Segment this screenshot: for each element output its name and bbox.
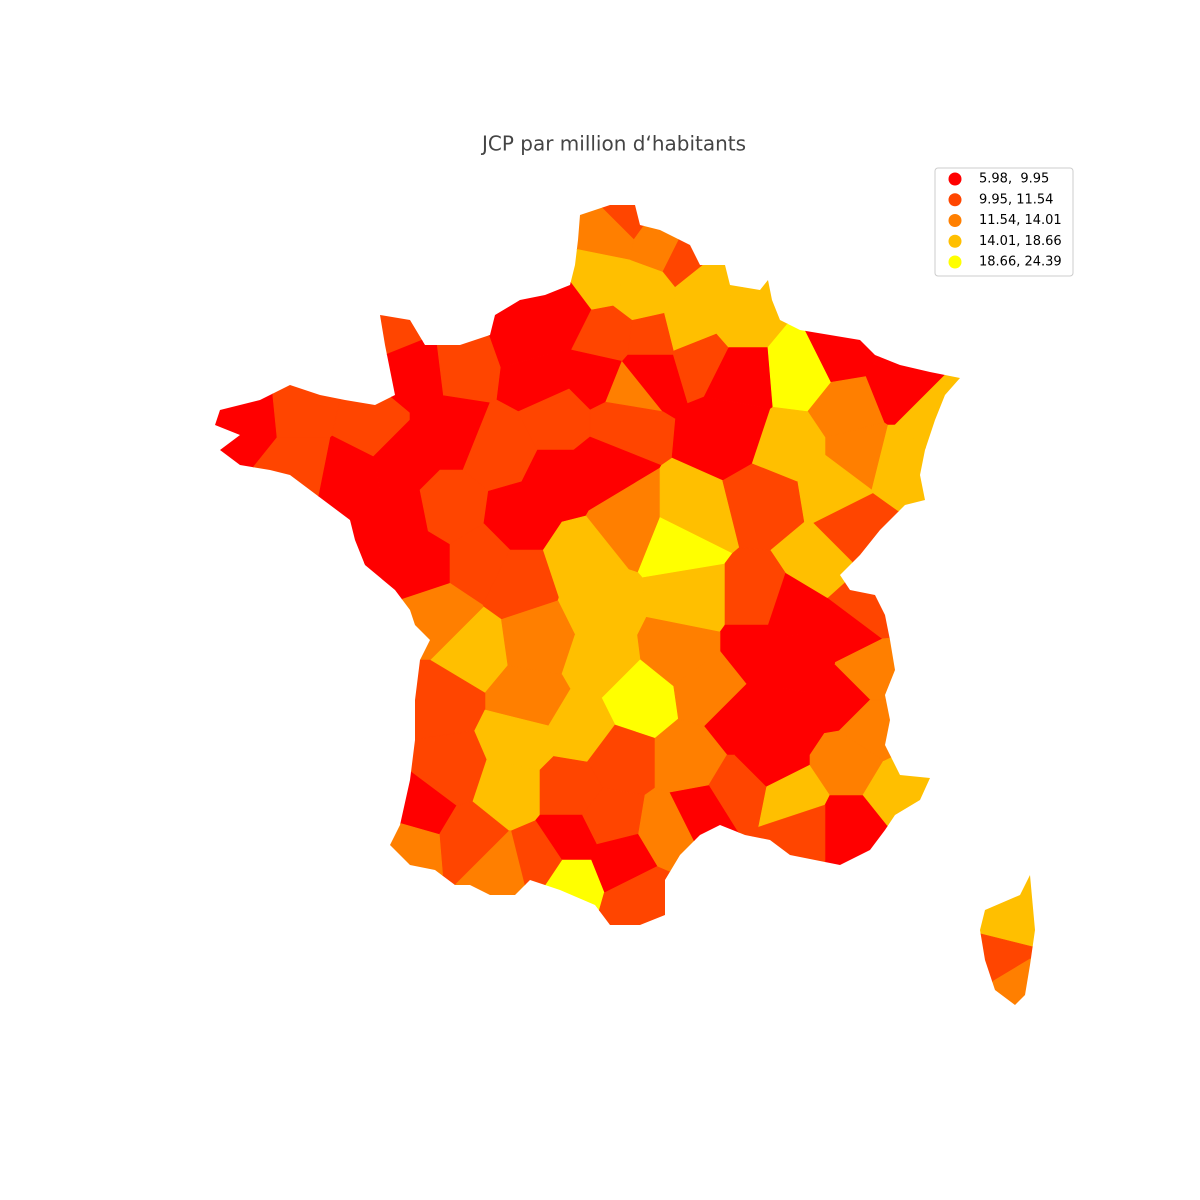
legend-box	[934, 167, 1074, 277]
department	[862, 675, 1035, 878]
department	[662, 205, 848, 288]
legend-label: 18.66, 24.39	[979, 255, 1062, 270]
department	[511, 820, 563, 908]
legend-marker	[948, 172, 962, 186]
legend-marker	[948, 214, 962, 227]
departments	[215, 205, 1035, 1005]
department	[906, 731, 1035, 951]
department	[215, 437, 331, 708]
department	[791, 915, 1035, 1005]
department	[793, 945, 1035, 1005]
legend-label: 9.95, 11.54	[979, 192, 1053, 207]
legend-label: 14.01, 18.66	[979, 234, 1062, 249]
department	[542, 515, 630, 598]
department	[435, 286, 501, 404]
department	[502, 859, 605, 1005]
legend-marker	[948, 234, 962, 248]
legend-label: 11.54, 14.01	[979, 213, 1062, 228]
department	[827, 551, 1035, 640]
department	[654, 718, 728, 793]
department	[450, 205, 635, 261]
department	[674, 205, 865, 311]
department	[824, 794, 930, 1005]
department	[215, 205, 278, 598]
legend: 5.98, 9.95 9.95, 11.54 11.54, 14.01 14.01, …	[934, 167, 1074, 277]
department	[544, 205, 699, 240]
legend-marker	[948, 193, 962, 207]
department	[544, 865, 801, 1005]
department	[215, 704, 457, 835]
department	[215, 751, 445, 1005]
legend-marker	[948, 255, 962, 269]
department	[737, 804, 826, 1005]
department	[239, 530, 451, 654]
department	[870, 424, 1035, 587]
legend-label: 5.98, 9.95	[979, 172, 1049, 187]
department	[215, 205, 477, 368]
map-title: JCP par million d‘habitants	[480, 132, 746, 156]
department	[215, 659, 486, 746]
